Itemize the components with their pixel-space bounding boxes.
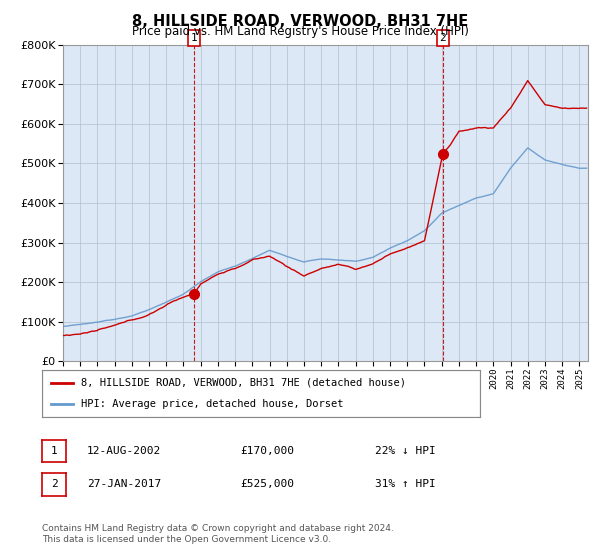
Text: HPI: Average price, detached house, Dorset: HPI: Average price, detached house, Dors…	[82, 399, 344, 409]
Text: 22% ↓ HPI: 22% ↓ HPI	[375, 446, 436, 456]
Text: 2: 2	[50, 479, 58, 489]
Text: £170,000: £170,000	[240, 446, 294, 456]
Text: £525,000: £525,000	[240, 479, 294, 489]
Text: 8, HILLSIDE ROAD, VERWOOD, BH31 7HE (detached house): 8, HILLSIDE ROAD, VERWOOD, BH31 7HE (det…	[82, 378, 406, 388]
Text: Price paid vs. HM Land Registry's House Price Index (HPI): Price paid vs. HM Land Registry's House …	[131, 25, 469, 38]
Text: 12-AUG-2002: 12-AUG-2002	[87, 446, 161, 456]
Text: Contains HM Land Registry data © Crown copyright and database right 2024.
This d: Contains HM Land Registry data © Crown c…	[42, 524, 394, 544]
Text: 8, HILLSIDE ROAD, VERWOOD, BH31 7HE: 8, HILLSIDE ROAD, VERWOOD, BH31 7HE	[132, 14, 468, 29]
Text: 31% ↑ HPI: 31% ↑ HPI	[375, 479, 436, 489]
Text: 2: 2	[440, 33, 446, 43]
Text: 1: 1	[191, 33, 197, 43]
Text: 1: 1	[50, 446, 58, 456]
Text: 27-JAN-2017: 27-JAN-2017	[87, 479, 161, 489]
